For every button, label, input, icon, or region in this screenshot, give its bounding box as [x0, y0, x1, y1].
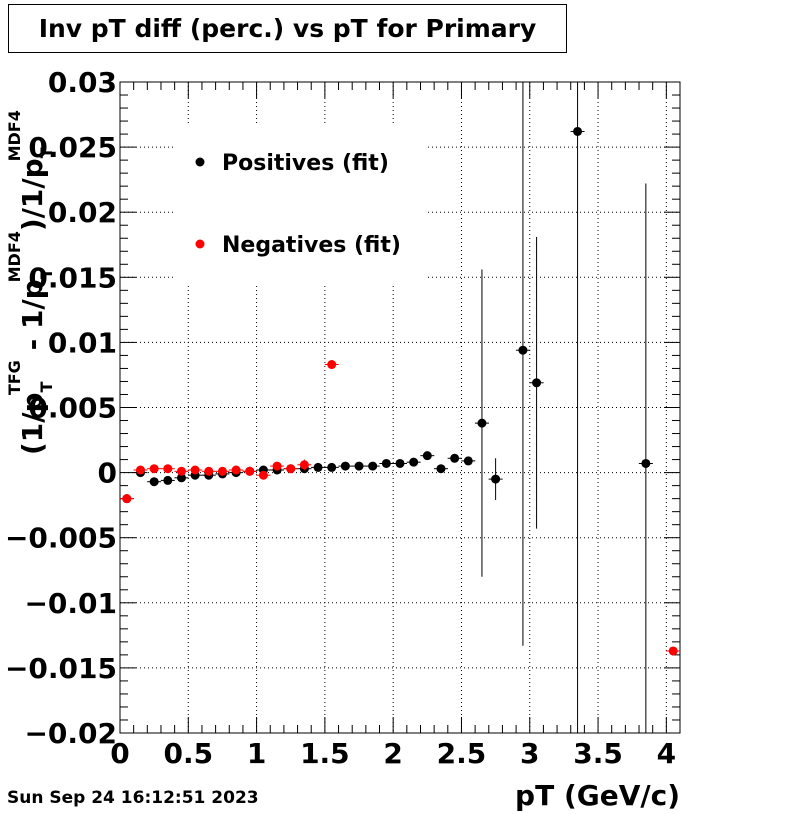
legend-box	[176, 126, 426, 284]
x-tick-label: 4	[657, 737, 676, 770]
y-tick-label: 0.005	[28, 392, 117, 425]
data-point	[668, 646, 678, 656]
x-tick-label: 3.5	[573, 737, 623, 770]
data-point	[573, 126, 583, 136]
y-tick-label: −0.005	[5, 522, 117, 555]
plot-frame	[119, 81, 681, 734]
data-point	[327, 360, 337, 370]
y-axis-label: (1/pTTFG - 1/pTMDF4)/1/pTMDF4	[5, 110, 56, 455]
data-point	[149, 477, 159, 487]
data-point	[163, 464, 173, 474]
data-point	[395, 458, 405, 468]
legend-label: Negatives (fit)	[222, 233, 401, 258]
data-point	[354, 461, 364, 471]
data-point	[368, 461, 378, 471]
data-point	[518, 345, 528, 355]
data-point	[231, 465, 241, 475]
y-tick-label: 0.03	[48, 66, 117, 99]
data-point	[176, 466, 186, 476]
data-point	[163, 475, 173, 485]
data-point	[258, 470, 268, 480]
y-tick-label: 0.01	[48, 326, 117, 359]
data-point	[176, 473, 186, 483]
series-negatives-fit	[119, 360, 681, 656]
data-point	[532, 378, 542, 388]
data-point	[436, 464, 446, 474]
x-tick-label: 1	[247, 737, 266, 770]
data-point	[122, 494, 132, 504]
data-point	[409, 457, 419, 467]
y-tick-label: −0.01	[24, 587, 117, 620]
data-point	[450, 453, 460, 463]
legend-marker	[195, 239, 205, 249]
data-point	[477, 418, 487, 428]
x-tick-label: 1.5	[300, 737, 350, 770]
timestamp: Sun Sep 24 16:12:51 2023	[7, 788, 259, 808]
data-point	[327, 462, 337, 472]
data-point	[422, 451, 432, 461]
y-tick-label: −0.015	[5, 652, 117, 685]
x-tick-label: 0.5	[163, 737, 213, 770]
data-point	[340, 461, 350, 471]
data-point	[217, 466, 227, 476]
legend-marker	[195, 157, 205, 167]
x-tick-label: 0	[110, 737, 129, 770]
data-point	[463, 456, 473, 466]
x-axis-label: pT (GeV/c)	[515, 779, 680, 812]
chart-title: Inv pT diff (perc.) vs pT for Primary	[8, 4, 567, 53]
data-point	[204, 466, 214, 476]
x-tick-label: 2	[383, 737, 402, 770]
data-point	[190, 465, 200, 475]
data-point	[299, 460, 309, 470]
data-point	[272, 461, 282, 471]
y-tick-label: 0	[98, 457, 117, 490]
data-point	[313, 462, 323, 472]
y-tick-label: −0.02	[24, 717, 117, 750]
data-point	[381, 458, 391, 468]
data-point	[491, 474, 501, 484]
data-point	[135, 465, 145, 475]
data-point	[286, 464, 296, 474]
data-point	[641, 458, 651, 468]
x-tick-label: 2.5	[437, 737, 487, 770]
y-tick-label: 0.025	[28, 131, 117, 164]
y-tick-label: 0.02	[48, 196, 117, 229]
data-point	[149, 464, 159, 474]
data-point	[245, 466, 255, 476]
legend-label: Positives (fit)	[222, 151, 389, 176]
y-tick-label: 0.015	[28, 261, 117, 294]
x-tick-label: 3	[520, 737, 539, 770]
